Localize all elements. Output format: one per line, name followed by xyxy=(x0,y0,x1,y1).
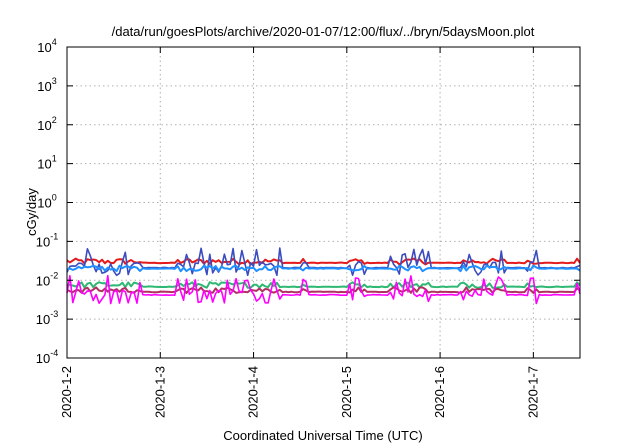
y-tick-label: 101 xyxy=(37,154,56,172)
x-tick-label: 2020-1-5 xyxy=(339,366,354,418)
y-tick-label: 104 xyxy=(37,37,56,55)
grid xyxy=(67,47,580,358)
chart-title: /data/run/goesPlots/archive/2020-01-07/1… xyxy=(112,24,535,39)
y-tick-label: 102 xyxy=(37,115,56,133)
x-tick-label: 2020-1-3 xyxy=(152,366,167,418)
series-line-1 xyxy=(66,257,581,266)
y-tick-label: 103 xyxy=(37,76,56,94)
x-axis-label: Coordinated Universal Time (UTC) xyxy=(223,428,422,443)
x-tick-label: 2020-1-2 xyxy=(59,366,74,418)
x-tick-label: 2020-1-7 xyxy=(525,366,540,418)
y-tick-label: 10-1 xyxy=(36,231,58,249)
y-tick-label: 10-4 xyxy=(36,348,58,366)
x-tick-label: 2020-1-4 xyxy=(246,366,261,418)
series-line-3 xyxy=(66,264,581,273)
y-tick-labels: 10-4 10-3 10-2 10-1 100 101 102 103 104 xyxy=(36,37,58,366)
series-group xyxy=(66,247,581,305)
y-tick-label: 100 xyxy=(37,193,56,211)
x-tick-labels: 2020-1-2 2020-1-3 2020-1-4 2020-1-5 2020-1-6… xyxy=(59,366,540,418)
series-line-5 xyxy=(66,286,581,294)
ticks xyxy=(66,46,580,359)
series-line-6 xyxy=(66,274,581,305)
y-tick-label: 10-3 xyxy=(36,309,58,327)
y-tick-label: 10-2 xyxy=(36,270,58,288)
x-tick-label: 2020-1-6 xyxy=(432,366,447,418)
y-axis-label: cGy/day xyxy=(24,188,39,236)
